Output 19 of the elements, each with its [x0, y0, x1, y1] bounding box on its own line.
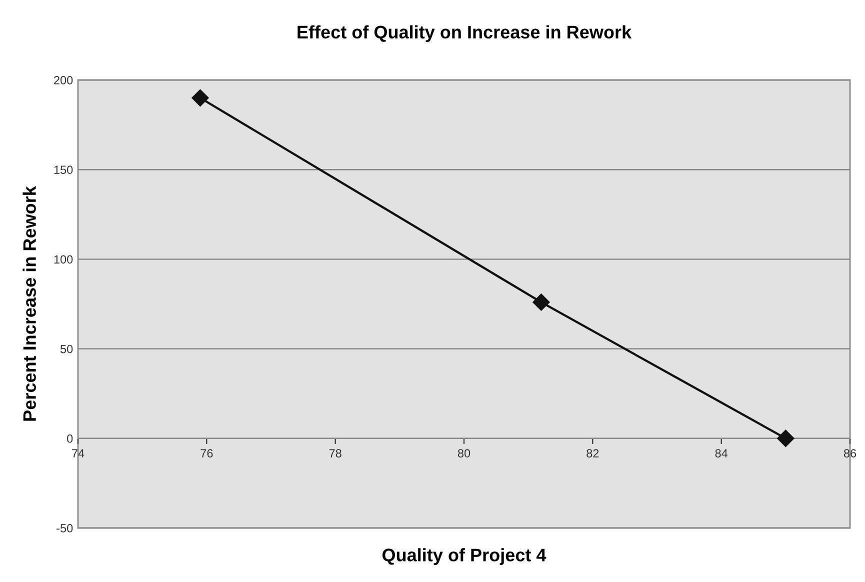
- y-tick-label: 150: [54, 166, 73, 174]
- x-tick-label: 78: [329, 449, 342, 458]
- x-axis-title: Quality of Project 4: [382, 548, 546, 565]
- point: [192, 89, 209, 106]
- y-axis-title: Percent Increase in Rework: [22, 186, 36, 421]
- x-tick-label: 86: [844, 449, 856, 458]
- y-tick-label: 200: [54, 76, 73, 84]
- x-tick-label: 80: [458, 449, 470, 458]
- y-tick-label: -50: [56, 524, 73, 532]
- x-tick-label: 74: [72, 449, 84, 458]
- x-tick-label: 84: [715, 449, 728, 458]
- point: [532, 294, 550, 311]
- y-tick-label: 100: [54, 255, 73, 264]
- x-tick-label: 82: [586, 449, 599, 458]
- point: [777, 430, 794, 447]
- y-tick-label: 0: [67, 434, 73, 443]
- x-tick-label: 76: [200, 449, 213, 458]
- y-tick-label: 50: [60, 344, 73, 354]
- chart-title: Effect of Quality on Increase in Rework: [298, 25, 632, 42]
